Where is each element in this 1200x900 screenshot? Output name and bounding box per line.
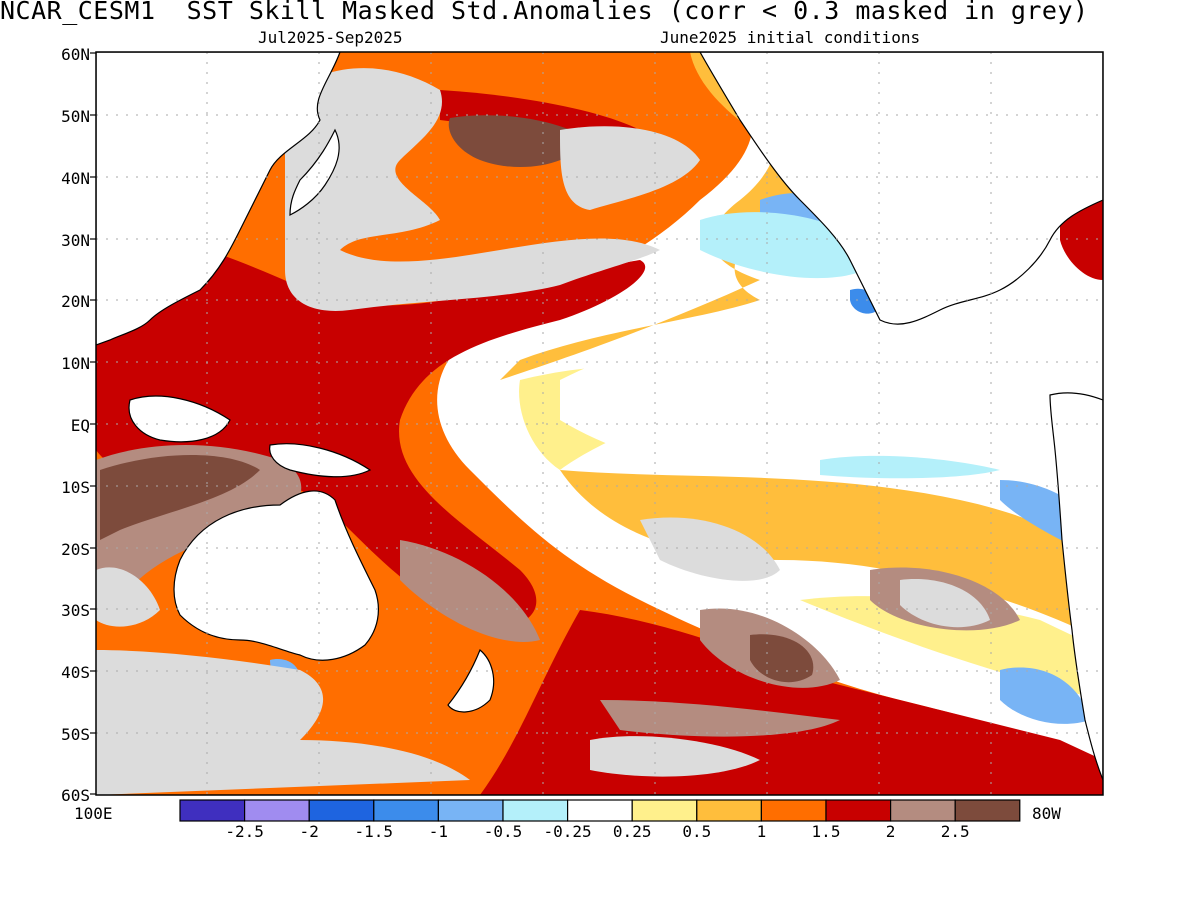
colorbar-tick-label: -1.5 — [354, 822, 394, 841]
lat-label-10s: 10S — [61, 478, 90, 497]
lat-label-50n: 50N — [61, 107, 90, 126]
anomaly-region-tan-south — [400, 540, 540, 642]
map-field — [96, 52, 1103, 795]
land-asia — [96, 52, 341, 346]
lat-ticks — [90, 52, 96, 795]
masked-region-southeast-pacific-2 — [900, 579, 990, 628]
colorbar-tick-label: 0.25 — [612, 822, 652, 841]
anomaly-region-lightorange-south — [560, 470, 1103, 640]
masked-region-southern-ocean — [96, 650, 470, 795]
lat-label-40n: 40N — [61, 169, 90, 188]
forecast-period: Jul2025-Sep2025 — [258, 28, 403, 47]
land-maritime-continent — [128, 395, 231, 443]
anomaly-region-brown-southpacific — [750, 634, 814, 683]
anomaly-region-lightorange — [500, 52, 820, 380]
colorbar-swatch — [889, 799, 956, 822]
lon-label-west: 100E — [74, 804, 113, 823]
masked-region-southeast-pacific — [640, 517, 780, 581]
colorbar-swatch — [308, 799, 375, 822]
lat-label-60s: 60S — [61, 786, 90, 805]
anomaly-region-red-northeast-atlantic — [1060, 200, 1103, 280]
land-japan — [289, 128, 340, 216]
colorbar-tick-label: 1.5 — [811, 822, 841, 841]
colorbar-swatch — [566, 799, 633, 822]
masked-region-north-pacific — [285, 68, 660, 311]
map-title: NCAR_CESM1 SST Skill Masked Std.Anomalie… — [0, 0, 1089, 25]
colorbar-swatch — [179, 799, 246, 822]
lon-label-east: 80W — [1032, 804, 1061, 823]
lat-label-20s: 20S — [61, 540, 90, 559]
colorbar-tick-label: -2.5 — [225, 822, 264, 841]
anomaly-region-tan-southern — [600, 700, 840, 737]
lat-label-30n: 30N — [61, 231, 90, 250]
colorbar-tick-label: -0.25 — [543, 822, 592, 841]
masked-region-north-pacific-2 — [560, 126, 700, 210]
colorbar-swatch — [244, 799, 310, 822]
graticule — [96, 52, 1103, 795]
colorbar-tick-label: 2 — [885, 822, 896, 841]
initial-conditions: June2025 initial conditions — [660, 28, 921, 47]
colorbar-swatch — [502, 799, 569, 822]
land-new-zealand — [447, 649, 495, 713]
anomaly-region-blue-chile — [1000, 667, 1090, 724]
colorbar-swatch — [373, 799, 439, 822]
colorbar — [179, 799, 1021, 822]
lat-label-50s: 50S — [61, 725, 90, 744]
anomaly-region-lightcyan-eq — [820, 455, 1000, 479]
colorbar-swatch — [437, 799, 504, 822]
lat-label-30s: 30S — [61, 601, 90, 620]
anomaly-region-neutral — [560, 300, 1103, 500]
colorbar-tick-label: 0.5 — [682, 822, 712, 841]
colorbar-tick-label: -2 — [299, 822, 319, 841]
colorbar-swatch — [954, 799, 1021, 822]
masked-region-southern-ocean-2 — [590, 736, 760, 777]
anomaly-region-brown-maritime — [100, 455, 260, 540]
land-australia — [173, 490, 379, 661]
colorbar-tick-label: 2.5 — [940, 822, 970, 841]
land-new-guinea — [269, 443, 372, 478]
lat-label-60n: 60N — [61, 45, 90, 64]
lat-label-20n: 20N — [61, 292, 90, 311]
colorbar-swatch — [760, 799, 827, 822]
lat-label-40s: 40S — [61, 663, 90, 682]
anomaly-region-red-tropical — [96, 230, 646, 627]
colorbar-tick-label: -0.5 — [483, 822, 523, 841]
colorbar-tick-label: 1 — [756, 822, 767, 841]
masked-region-indian-ocean — [96, 567, 160, 627]
colorbar-swatch — [631, 799, 698, 822]
land-north-america — [699, 52, 1103, 325]
anomaly-region-brown-north — [448, 115, 590, 168]
lat-label-eq: EQ — [70, 416, 90, 435]
colorbar-swatch — [696, 799, 762, 822]
lat-label-10n: 10N — [61, 354, 90, 373]
colorbar-swatch — [825, 799, 892, 822]
colorbar-tick-label: -1 — [428, 822, 449, 841]
